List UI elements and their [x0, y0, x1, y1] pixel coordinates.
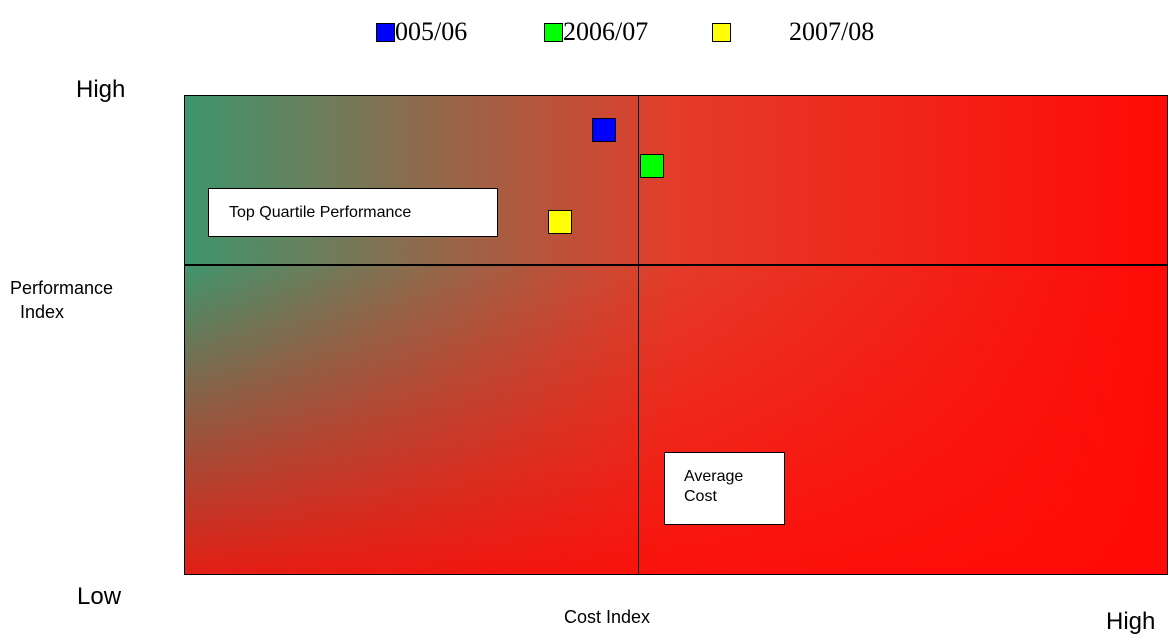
- average-cost-annotation: Average Cost: [664, 452, 785, 525]
- y-axis-title-line-1: Performance: [10, 278, 114, 298]
- legend-swatch-2006-07: [544, 23, 563, 42]
- legend-label-2006-07: 2006/07: [563, 17, 649, 46]
- legend-swatch-2005-06: [376, 23, 395, 42]
- data-point-2007-08: [547, 209, 572, 234]
- quadrant-divider-horizontal: [185, 264, 1167, 266]
- legend-label-2005-06: 005/06: [395, 17, 468, 46]
- y-axis-low-label: Low: [77, 583, 122, 610]
- y-axis-title-line-2: Index: [20, 302, 65, 322]
- y-axis-title: Performance Index: [10, 276, 113, 324]
- y-axis-high-label: High: [76, 76, 126, 103]
- x-axis-title: Cost Index: [564, 607, 651, 627]
- legend-swatch-2007-08: [712, 23, 731, 42]
- data-point-2006-07: [640, 153, 665, 178]
- top-quartile-annotation: Top Quartile Performance: [208, 188, 498, 237]
- plot-area: Top Quartile Performance Average Cost: [184, 95, 1168, 575]
- data-point-005-06: [592, 117, 617, 142]
- legend-label-2007-08: 2007/08: [789, 17, 875, 46]
- x-axis-high-label: High: [1106, 608, 1156, 635]
- quadrant-divider-vertical: [637, 96, 640, 574]
